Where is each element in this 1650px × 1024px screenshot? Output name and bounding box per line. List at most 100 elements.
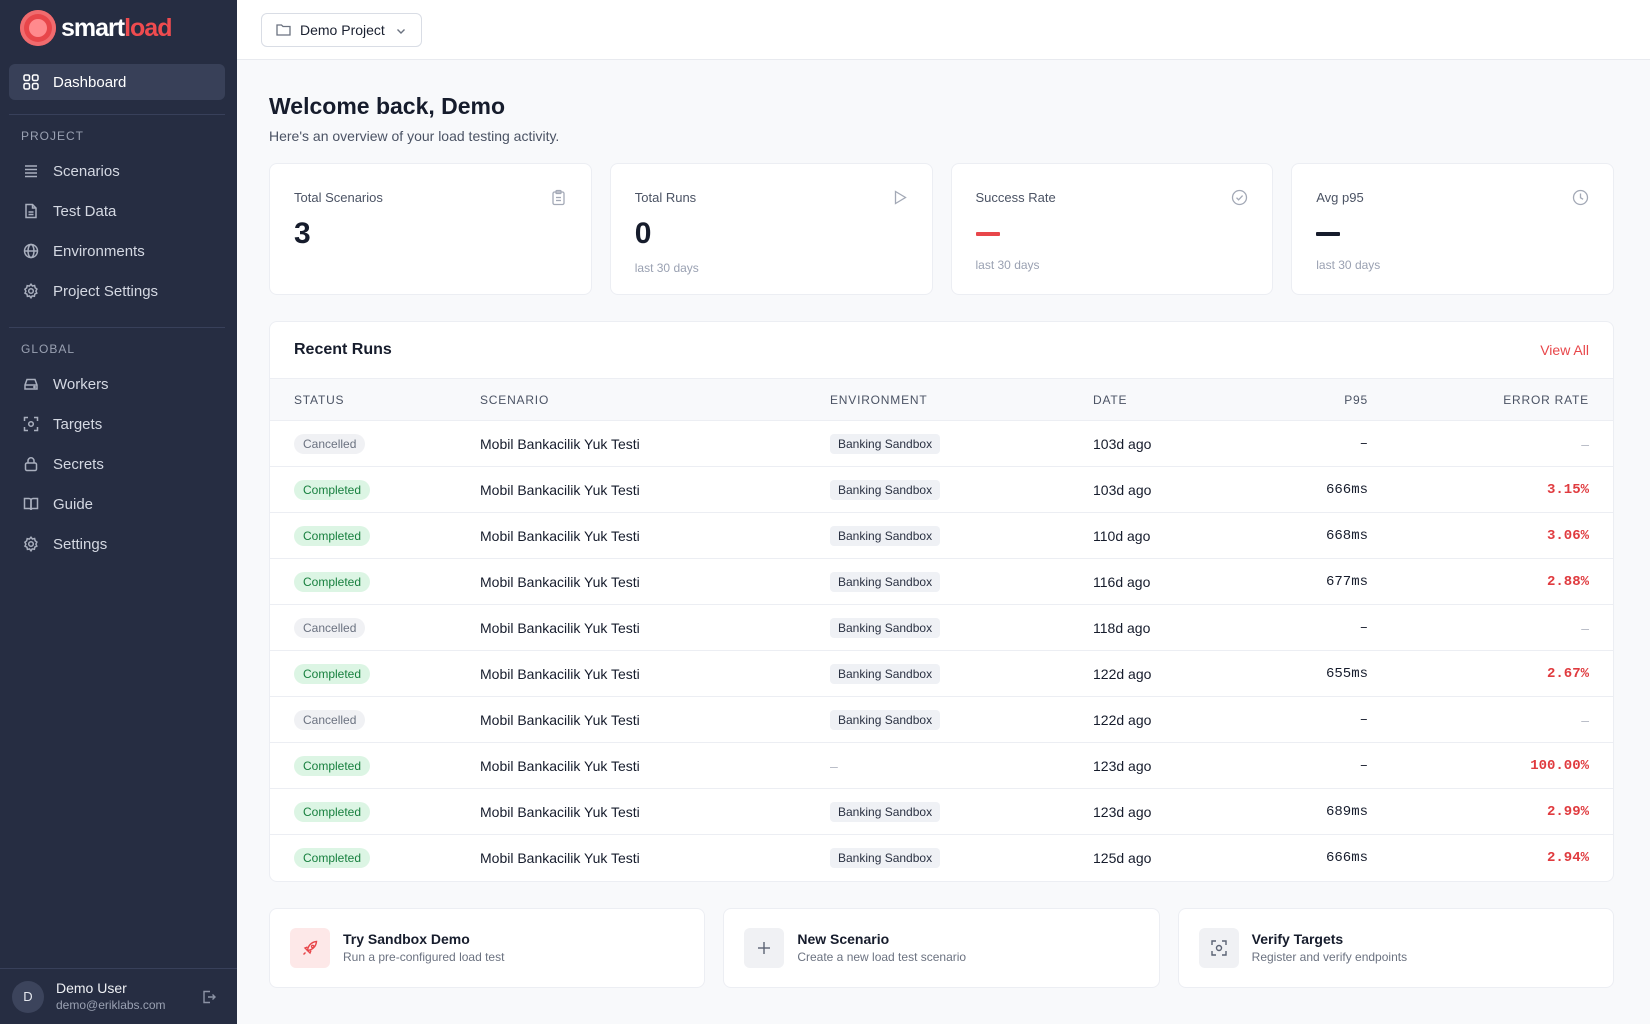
status-badge: Completed: [294, 755, 371, 776]
environment-tag: Banking Sandbox: [830, 847, 941, 868]
error-rate-cell: 100.00%: [1368, 742, 1613, 789]
logout-icon[interactable]: [201, 989, 217, 1005]
environment-cell: Banking Sandbox: [830, 696, 1093, 743]
status-cell: Completed: [270, 742, 480, 789]
sidebar-item-secrets[interactable]: Secrets: [9, 446, 225, 482]
column-header-status: STATUS: [294, 392, 345, 407]
sidebar-item-label: Scenarios: [53, 162, 120, 180]
environment-tag: Banking Sandbox: [830, 801, 941, 822]
project-selector[interactable]: Demo Project: [261, 12, 422, 47]
logo[interactable]: smartload: [0, 0, 237, 56]
environment-tag: Banking Sandbox: [830, 663, 941, 684]
action-subtitle: Run a pre-configured load test: [343, 950, 505, 964]
stat-empty-dash: [975, 232, 1000, 236]
sidebar-item-settings[interactable]: Settings: [9, 526, 225, 562]
environment-cell: Banking Sandbox: [830, 558, 1093, 605]
sidebar-item-environments[interactable]: Environments: [9, 233, 225, 269]
date-cell: 125d ago: [1093, 849, 1152, 866]
error-rate-cell: –: [1368, 696, 1613, 743]
scenario-cell: Mobil Bankacilik Yuk Testi: [480, 696, 830, 743]
stat-card-total-scenarios: Total Scenarios 3: [269, 163, 592, 295]
main: Demo Project Welcome back, Demo Here's a…: [237, 0, 1650, 1024]
user-name: Demo User: [56, 980, 127, 997]
status-badge: Completed: [294, 801, 371, 822]
action-title: Verify Targets: [1251, 931, 1344, 947]
book-icon: [22, 495, 40, 513]
environment-cell: –: [830, 742, 1093, 789]
sidebar-item-scenarios[interactable]: Scenarios: [9, 153, 225, 189]
environment-cell: Banking Sandbox: [830, 788, 1093, 835]
table-row[interactable]: Completed Mobil Bankacilik Yuk Testi –123d…: [270, 742, 1613, 789]
environment-tag: Banking Sandbox: [830, 709, 941, 730]
sidebar-item-workers[interactable]: Workers: [9, 366, 225, 402]
folder-icon: [276, 23, 291, 36]
table-row[interactable]: Completed Mobil Bankacilik Yuk Testi Banki…: [270, 558, 1613, 605]
table-row[interactable]: Cancelled Mobil Bankacilik Yuk Testi Banki…: [270, 696, 1613, 743]
logo-text-part2: load: [124, 13, 172, 42]
sidebar-item-label: Guide: [53, 495, 94, 513]
user-panel: D Demo User demo@eriklabs.com: [0, 968, 237, 1024]
error-rate-cell: –: [1368, 420, 1613, 467]
new-scenario-card[interactable]: New Scenario Create a new load test scen…: [723, 907, 1160, 988]
stat-label: Total Scenarios: [294, 190, 383, 205]
section-label-project: PROJECT: [21, 129, 85, 143]
scenario-cell: Mobil Bankacilik Yuk Testi: [480, 420, 830, 467]
environment-cell: Banking Sandbox: [830, 650, 1093, 697]
sidebar-item-dashboard[interactable]: Dashboard: [9, 64, 225, 100]
grid-icon: [22, 73, 40, 91]
sidebar-item-test-data[interactable]: Test Data: [9, 193, 225, 229]
sidebar-item-label: Secrets: [53, 455, 104, 473]
table-row[interactable]: Completed Mobil Bankacilik Yuk Testi Banki…: [270, 788, 1613, 835]
stat-empty-dash: [1316, 232, 1341, 236]
error-rate-cell: 2.67%: [1368, 650, 1613, 697]
avatar[interactable]: D: [12, 980, 44, 1013]
error-rate-cell: 2.94%: [1546, 849, 1589, 866]
p95-cell: –: [1243, 604, 1368, 651]
stat-value: 3: [294, 217, 311, 250]
environment-cell: Banking Sandbox: [830, 512, 1093, 559]
try-sandbox-demo-card[interactable]: Try Sandbox Demo Run a pre-configured lo…: [269, 907, 706, 988]
quick-actions: Try Sandbox Demo Run a pre-configured lo…: [269, 907, 1614, 988]
table-row[interactable]: Cancelled Mobil Bankacilik Yuk Testi Banki…: [270, 420, 1613, 467]
divider: [9, 327, 225, 328]
status-cell: Completed: [270, 650, 480, 697]
scenario-cell: Mobil Bankacilik Yuk Testi: [480, 466, 830, 513]
rocket-icon: [290, 927, 330, 968]
sidebar-item-label: Settings: [53, 535, 108, 553]
scan-icon: [1198, 927, 1239, 968]
status-badge: Cancelled: [294, 433, 366, 454]
sidebar-item-targets[interactable]: Targets: [9, 406, 225, 442]
status-badge: Completed: [294, 525, 371, 546]
scenario-cell: Mobil Bankacilik Yuk Testi: [480, 512, 830, 559]
status-cell: Cancelled: [270, 604, 480, 651]
stats-row: Total Scenarios 3 Total Runs 0 last 30 d…: [269, 163, 1614, 295]
table-row[interactable]: Completed Mobil Bankacilik Yuk Testi Banki…: [270, 835, 1613, 881]
p95-cell: 655ms: [1243, 650, 1368, 697]
stat-subtext: last 30 days: [975, 258, 1040, 272]
table-row[interactable]: Completed Mobil Bankacilik Yuk Testi Banki…: [270, 466, 1613, 513]
view-all-link[interactable]: View All: [1540, 342, 1589, 358]
play-icon: [891, 189, 908, 206]
table-row[interactable]: Completed Mobil Bankacilik Yuk Testi Banki…: [270, 512, 1613, 559]
clipboard-icon: [550, 189, 567, 206]
action-text: Verify Targets Register and verify endpo…: [1252, 931, 1407, 964]
stat-card-total-runs: Total Runs 0 last 30 days: [609, 163, 933, 295]
sidebar-item-guide[interactable]: Guide: [9, 486, 225, 522]
sidebar-item-project-settings[interactable]: Project Settings: [9, 273, 225, 309]
clock-icon: [1572, 189, 1589, 206]
status-badge: Completed: [294, 663, 371, 684]
plus-icon: [744, 927, 785, 968]
date-cell: 116d ago: [1093, 558, 1243, 605]
error-rate-cell: 3.15%: [1368, 466, 1613, 513]
recent-runs-card: Recent Runs View All STATUS SCENARIO ENV…: [269, 321, 1614, 882]
sidebar-item-label: Project Settings: [53, 282, 159, 300]
verify-targets-card[interactable]: Verify Targets Register and verify endpo…: [1177, 907, 1614, 988]
table-row[interactable]: Completed Mobil Bankacilik Yuk Testi Banki…: [270, 650, 1613, 697]
table-row[interactable]: Cancelled Mobil Bankacilik Yuk Testi Banki…: [270, 604, 1613, 651]
date-cell: 122d ago: [1093, 696, 1243, 743]
sidebar-item-label: Dashboard: [53, 73, 127, 91]
environment-cell: Banking Sandbox: [830, 604, 1093, 651]
column-header-date: DATE: [1093, 392, 1128, 407]
environment-tag: Banking Sandbox: [830, 617, 941, 638]
action-subtitle: Register and verify endpoints: [1251, 950, 1408, 964]
